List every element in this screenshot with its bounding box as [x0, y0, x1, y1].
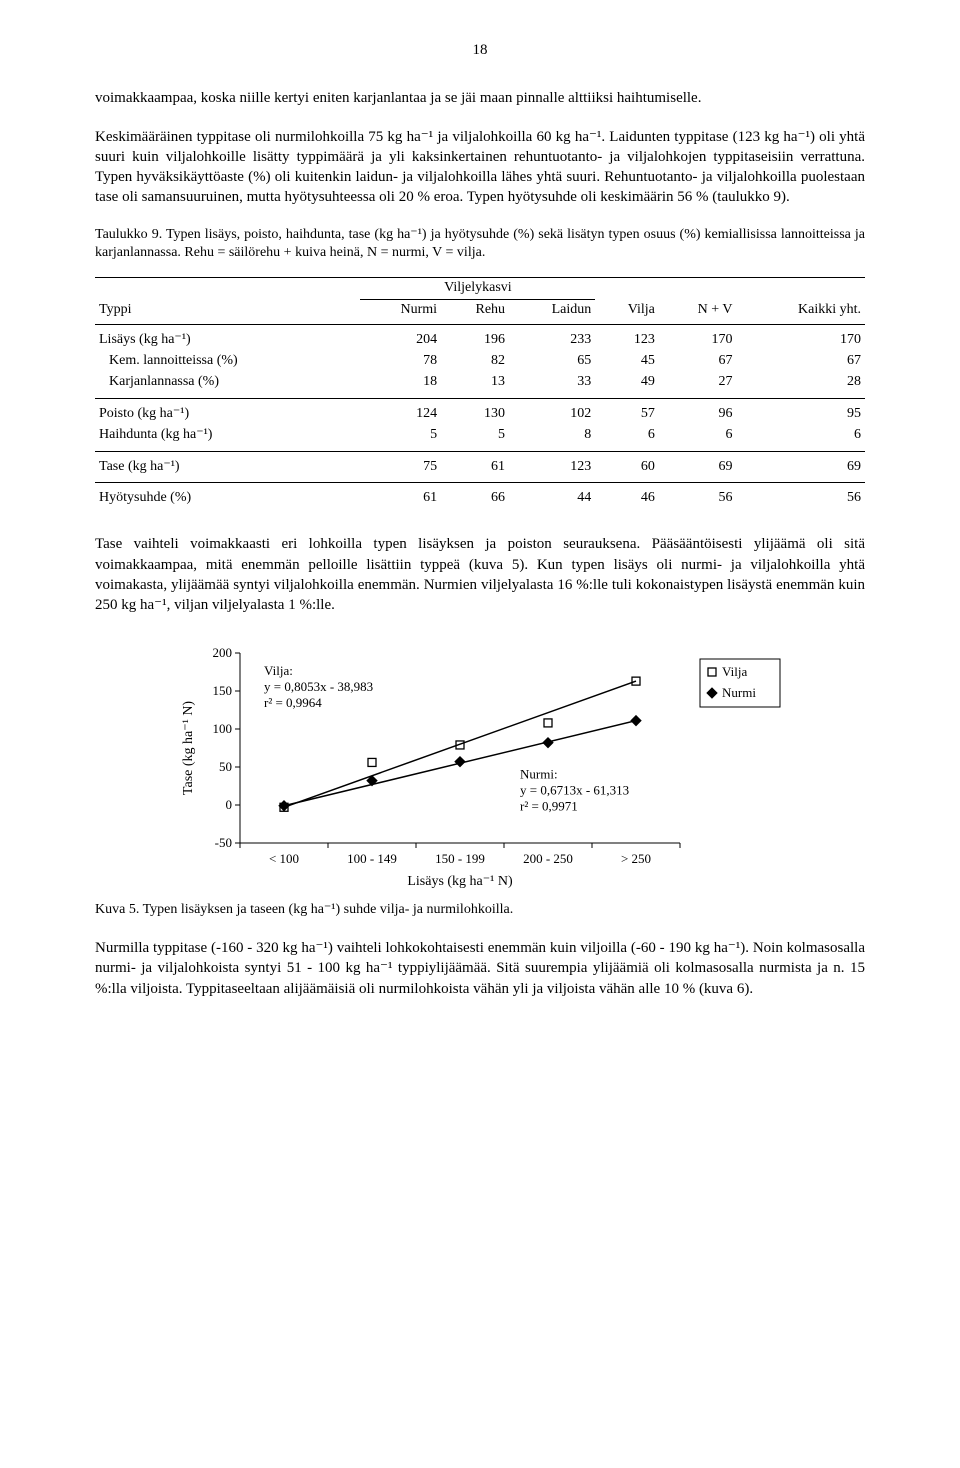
svg-text:Lisäys (kg ha⁻¹ N): Lisäys (kg ha⁻¹ N) — [407, 874, 513, 889]
table9-cell: 123 — [509, 451, 595, 483]
table9-cell: 18 — [360, 372, 441, 398]
table9-cell: 6 — [659, 425, 737, 451]
paragraph-1: voimakkaampaa, koska niille kertyi enite… — [95, 88, 865, 108]
table9-rowlabel: Kem. lannoitteissa (%) — [95, 351, 360, 372]
table9-cell: 8 — [509, 425, 595, 451]
svg-text:Nurmi: Nurmi — [722, 685, 756, 700]
table9-cell: 6 — [595, 425, 659, 451]
table9-cell: 123 — [595, 325, 659, 351]
table9-cell: 67 — [659, 351, 737, 372]
svg-text:-50: -50 — [215, 835, 232, 850]
svg-text:150 - 199: 150 - 199 — [435, 851, 485, 866]
table9-cell: 75 — [360, 451, 441, 483]
svg-text:150: 150 — [213, 683, 233, 698]
table9-cell: 28 — [736, 372, 865, 398]
table9-cell: 233 — [509, 325, 595, 351]
table9-cell: 44 — [509, 483, 595, 514]
table9-cell: 130 — [441, 398, 509, 424]
table9-cell: 45 — [595, 351, 659, 372]
table9-cell: 5 — [441, 425, 509, 451]
svg-text:50: 50 — [219, 759, 232, 774]
svg-text:Vilja:: Vilja: — [264, 663, 293, 678]
svg-text:r² = 0,9964: r² = 0,9964 — [264, 695, 322, 710]
table9-caption: Taulukko 9. Typen lisäys, poisto, haihdu… — [95, 226, 865, 264]
table9-cell: 65 — [509, 351, 595, 372]
table9-group-header: Viljelykasvi — [360, 278, 595, 300]
svg-text:Nurmi:: Nurmi: — [520, 767, 558, 782]
page-number: 18 — [95, 40, 865, 60]
paragraph-2: Keskimääräinen typpitase oli nurmilohkoi… — [95, 127, 865, 208]
table9-cell: 6 — [736, 425, 865, 451]
table9-cell: 67 — [736, 351, 865, 372]
svg-text:200: 200 — [213, 645, 233, 660]
paragraph-3: Tase vaihteli voimakkaasti eri lohkoilla… — [95, 534, 865, 615]
table9-cell: 27 — [659, 372, 737, 398]
table9-cell: 33 — [509, 372, 595, 398]
table9-cell: 56 — [659, 483, 737, 514]
table9-cell: 5 — [360, 425, 441, 451]
table9-rowlabel: Tase (kg ha⁻¹) — [95, 451, 360, 483]
svg-text:200 - 250: 200 - 250 — [523, 851, 573, 866]
svg-text:y = 0,8053x - 38,983: y = 0,8053x - 38,983 — [264, 679, 373, 694]
table9-cell: 102 — [509, 398, 595, 424]
table9-col-5: N + V — [659, 300, 737, 325]
table9-rowlabel: Karjanlannassa (%) — [95, 372, 360, 398]
table9-cell: 69 — [736, 451, 865, 483]
svg-text:> 250: > 250 — [621, 851, 651, 866]
figure5-caption: Kuva 5. Typen lisäyksen ja taseen (kg ha… — [95, 901, 865, 920]
svg-text:100: 100 — [213, 721, 233, 736]
svg-text:0: 0 — [226, 797, 233, 812]
table9-cell: 82 — [441, 351, 509, 372]
table9-col-2: Rehu — [441, 300, 509, 325]
table9-rowlabel: Haihdunta (kg ha⁻¹) — [95, 425, 360, 451]
table9-cell: 196 — [441, 325, 509, 351]
table9-cell: 56 — [736, 483, 865, 514]
table9-rowlabel: Lisäys (kg ha⁻¹) — [95, 325, 360, 351]
table9-col-4: Vilja — [595, 300, 659, 325]
table9-cell: 66 — [441, 483, 509, 514]
table9-col-1: Nurmi — [360, 300, 441, 325]
table9-cell: 78 — [360, 351, 441, 372]
svg-text:r² = 0,9971: r² = 0,9971 — [520, 799, 578, 814]
table9-cell: 170 — [736, 325, 865, 351]
table9-rowlabel: Poisto (kg ha⁻¹) — [95, 398, 360, 424]
svg-text:< 100: < 100 — [269, 851, 299, 866]
table9: Viljelykasvi TyppiNurmiRehuLaidunViljaN … — [95, 277, 865, 514]
svg-text:100 - 149: 100 - 149 — [347, 851, 397, 866]
svg-text:Vilja: Vilja — [722, 664, 747, 679]
svg-text:Tase (kg ha⁻¹ N): Tase (kg ha⁻¹ N) — [181, 701, 196, 796]
table9-cell: 204 — [360, 325, 441, 351]
table9-col-3: Laidun — [509, 300, 595, 325]
table9-col-6: Kaikki yht. — [736, 300, 865, 325]
table9-cell: 46 — [595, 483, 659, 514]
table9-rowlabel: Hyötysuhde (%) — [95, 483, 360, 514]
table9-cell: 170 — [659, 325, 737, 351]
svg-text:y = 0,6713x - 61,313: y = 0,6713x - 61,313 — [520, 783, 629, 798]
table9-cell: 69 — [659, 451, 737, 483]
paragraph-4: Nurmilla typpitase (-160 - 320 kg ha⁻¹) … — [95, 938, 865, 999]
table9-cell: 61 — [441, 451, 509, 483]
table9-cell: 60 — [595, 451, 659, 483]
table9-cell: 57 — [595, 398, 659, 424]
table9-col-0: Typpi — [95, 300, 360, 325]
figure-5-chart: -50 0 50 100 150 200 < 100 100 - 149 150 - 199 20… — [160, 633, 800, 893]
table9-cell: 124 — [360, 398, 441, 424]
table9-cell: 13 — [441, 372, 509, 398]
table9-cell: 95 — [736, 398, 865, 424]
table9-cell: 49 — [595, 372, 659, 398]
table9-cell: 61 — [360, 483, 441, 514]
table9-cell: 96 — [659, 398, 737, 424]
